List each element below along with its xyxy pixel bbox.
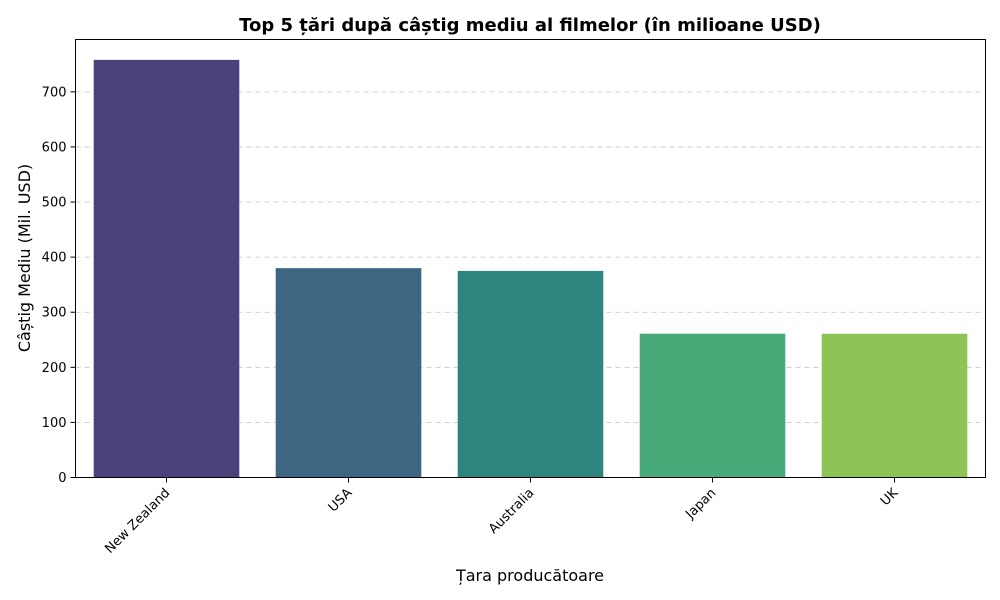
y-tick-label: 600 <box>42 140 67 155</box>
x-tick-label: Japan <box>682 486 719 523</box>
y-tick-label: 0 <box>58 471 66 486</box>
y-tick-label: 100 <box>42 416 67 431</box>
x-axis-ticks: New Zealand USA Australia Japan UK <box>102 477 902 557</box>
x-axis-label: Țara producătoare <box>455 566 604 585</box>
bar-new-zealand <box>93 59 240 478</box>
y-tick-label: 500 <box>42 196 67 211</box>
bar-uk <box>821 333 968 478</box>
x-tick-label: New Zealand <box>102 486 173 557</box>
x-tick-label: USA <box>326 486 356 516</box>
bar-japan <box>639 333 786 478</box>
bars <box>93 59 968 478</box>
bar-usa <box>275 268 422 478</box>
y-tick-label: 400 <box>42 251 67 266</box>
y-tick-label: 200 <box>42 361 67 376</box>
bar-australia <box>457 270 604 478</box>
chart-title: Top 5 țări după câștig mediu al filmelor… <box>239 15 821 36</box>
y-axis-label: Câștig Mediu (Mil. USD) <box>15 164 34 352</box>
y-tick-label: 300 <box>42 306 67 321</box>
y-axis-ticks: 0 100 200 300 400 500 600 700 <box>42 85 76 486</box>
x-tick-label: Australia <box>486 486 537 537</box>
x-tick-label: UK <box>878 485 902 509</box>
y-tick-label: 700 <box>42 85 67 100</box>
